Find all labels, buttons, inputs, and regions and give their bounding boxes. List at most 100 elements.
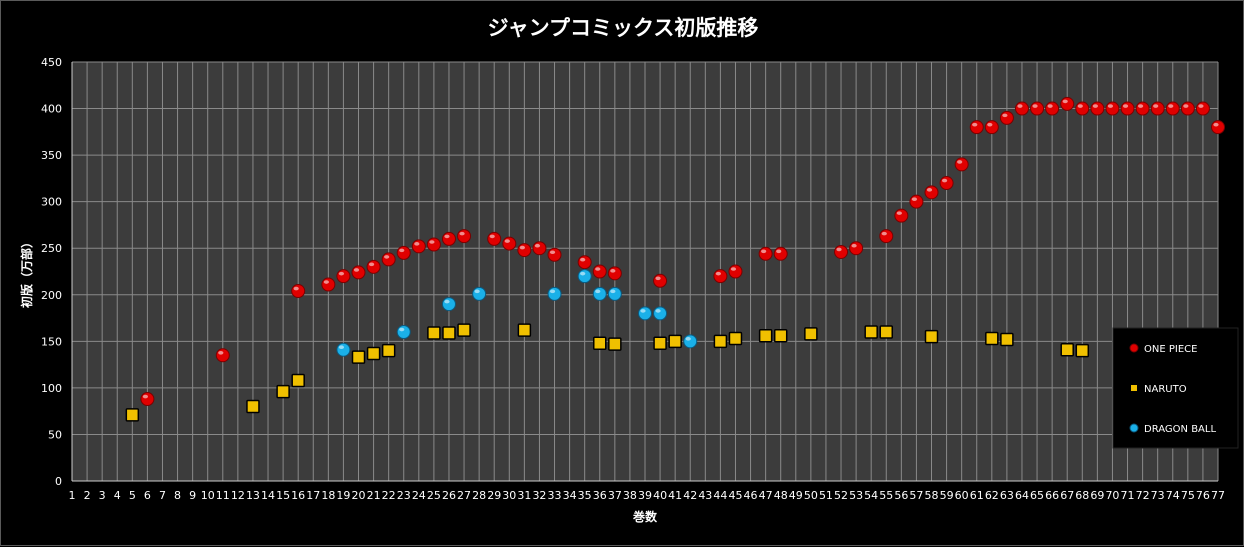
- point-highlight: [399, 327, 405, 332]
- x-tick-label: 2: [84, 489, 91, 502]
- point-dragon-ball: [336, 342, 351, 357]
- data-points: [125, 96, 1225, 422]
- point-one-piece: [849, 241, 864, 256]
- point-highlight: [655, 309, 661, 313]
- point-highlight: [293, 286, 299, 291]
- point-naruto: [985, 331, 999, 346]
- point-one-piece: [517, 243, 532, 258]
- chart-title: ジャンプコミックス初版推移: [488, 16, 759, 40]
- x-tick-label: 39: [638, 489, 652, 502]
- point-one-piece: [984, 120, 999, 135]
- point-one-piece: [291, 284, 306, 299]
- point-highlight: [926, 188, 933, 192]
- x-tick-label: 40: [653, 489, 667, 502]
- point-highlight: [429, 240, 435, 244]
- point-one-piece: [411, 239, 426, 254]
- y-tick-label: 250: [41, 242, 62, 255]
- point-naruto: [366, 346, 381, 361]
- point-one-piece: [758, 246, 773, 261]
- point-one-piece: [577, 255, 592, 270]
- legend: ONE PIECE NARUTO DRAGON BALL: [1112, 327, 1239, 449]
- x-tick-label: 49: [789, 489, 803, 502]
- point-one-piece: [502, 236, 517, 251]
- point-highlight: [1047, 104, 1053, 108]
- x-tick-label: 70: [1105, 489, 1119, 502]
- legend-marker-one-piece: [1129, 343, 1139, 353]
- x-tick-label: 57: [909, 489, 923, 502]
- x-axis-label: 巻数: [632, 509, 658, 524]
- x-tick-label: 62: [985, 489, 999, 502]
- x-tick-label: 15: [276, 489, 290, 502]
- point-highlight: [1213, 122, 1219, 127]
- point-highlight: [580, 271, 586, 276]
- point-one-piece: [1195, 101, 1210, 116]
- x-tick-label: 5: [129, 489, 136, 502]
- x-tick-label: 11: [216, 489, 230, 502]
- x-axis-ticks: 1 2 3 4 5 6 7 8 9 10 11 12 13 14 15 16 17 18 19 20 21 22 23 24 2…: [69, 489, 1226, 502]
- x-tick-label: 60: [955, 489, 969, 502]
- x-tick-label: 37: [608, 489, 622, 502]
- point-highlight: [474, 289, 480, 294]
- point-highlight: [1092, 104, 1098, 108]
- point-one-piece: [1045, 101, 1060, 116]
- point-one-piece: [1120, 101, 1135, 116]
- point-highlight: [444, 234, 450, 239]
- x-tick-label: 50: [804, 489, 818, 502]
- legend-label-naruto: NARUTO: [1144, 384, 1187, 395]
- x-tick-label: 23: [397, 489, 411, 502]
- x-tick-label: 38: [623, 489, 637, 502]
- x-tick-label: 42: [683, 489, 697, 502]
- point-highlight: [836, 247, 842, 252]
- point-highlight: [610, 269, 616, 273]
- point-one-piece: [547, 247, 562, 262]
- point-one-piece: [336, 269, 351, 284]
- x-tick-label: 75: [1181, 489, 1195, 502]
- x-tick-label: 9: [189, 489, 196, 502]
- point-one-piece: [1030, 101, 1045, 116]
- x-tick-label: 63: [1000, 489, 1014, 502]
- point-highlight: [972, 122, 978, 127]
- y-tick-label: 100: [41, 382, 62, 395]
- point-one-piece: [396, 245, 411, 260]
- point-naruto: [1000, 332, 1014, 347]
- x-tick-label: 20: [352, 489, 366, 502]
- x-tick-label: 19: [336, 489, 350, 502]
- point-highlight: [730, 267, 737, 271]
- point-naruto: [728, 331, 743, 346]
- point-one-piece: [140, 392, 155, 407]
- x-tick-label: 44: [713, 489, 727, 502]
- point-highlight: [851, 243, 857, 248]
- point-one-piece: [1014, 101, 1029, 116]
- point-highlight: [957, 160, 963, 164]
- point-highlight: [1107, 104, 1114, 108]
- y-axis-ticks: 0 50 100 150 200 250 300 350 400 450: [41, 56, 62, 488]
- point-highlight: [987, 122, 993, 127]
- point-one-piece: [834, 244, 849, 259]
- point-dragon-ball: [607, 286, 622, 301]
- x-tick-label: 58: [925, 489, 939, 502]
- point-one-piece: [1211, 120, 1225, 135]
- x-tick-label: 8: [174, 489, 181, 502]
- point-highlight: [1153, 104, 1159, 108]
- point-naruto: [1060, 342, 1074, 357]
- point-highlight: [489, 234, 495, 239]
- point-dragon-ball: [577, 269, 592, 284]
- point-highlight: [911, 197, 918, 201]
- x-tick-label: 32: [532, 489, 546, 502]
- point-dragon-ball: [472, 286, 487, 301]
- point-naruto: [804, 327, 818, 341]
- point-one-piece: [441, 231, 456, 246]
- point-highlight: [1032, 104, 1038, 108]
- point-one-piece: [879, 229, 894, 244]
- point-highlight: [1183, 104, 1189, 108]
- x-tick-label: 47: [759, 489, 773, 502]
- point-highlight: [1017, 104, 1023, 108]
- point-one-piece: [1150, 101, 1165, 116]
- x-tick-label: 34: [563, 489, 577, 502]
- x-tick-label: 3: [99, 489, 106, 502]
- point-highlight: [368, 262, 375, 267]
- x-tick-label: 51: [819, 489, 833, 502]
- x-tick-label: 71: [1121, 489, 1135, 502]
- point-highlight: [142, 394, 148, 399]
